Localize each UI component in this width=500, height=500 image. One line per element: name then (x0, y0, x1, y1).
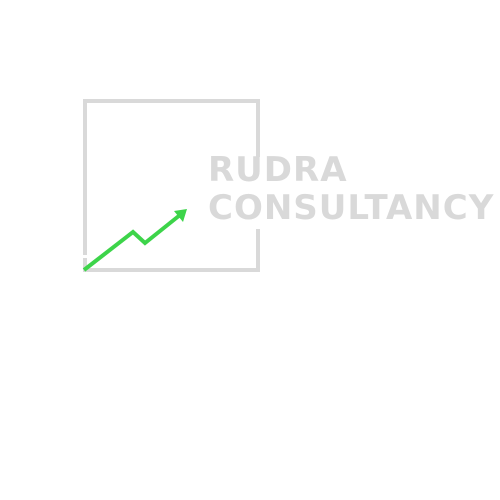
brand-name: RUDRA CONSULTANCY (208, 151, 494, 227)
trend-up-arrow-icon (82, 213, 182, 272)
brand-name-line1: RUDRA (208, 150, 348, 190)
brand-name-line2: CONSULTANCY (208, 188, 495, 228)
frame-icon (83, 99, 260, 272)
arrow-head-icon (174, 209, 187, 222)
